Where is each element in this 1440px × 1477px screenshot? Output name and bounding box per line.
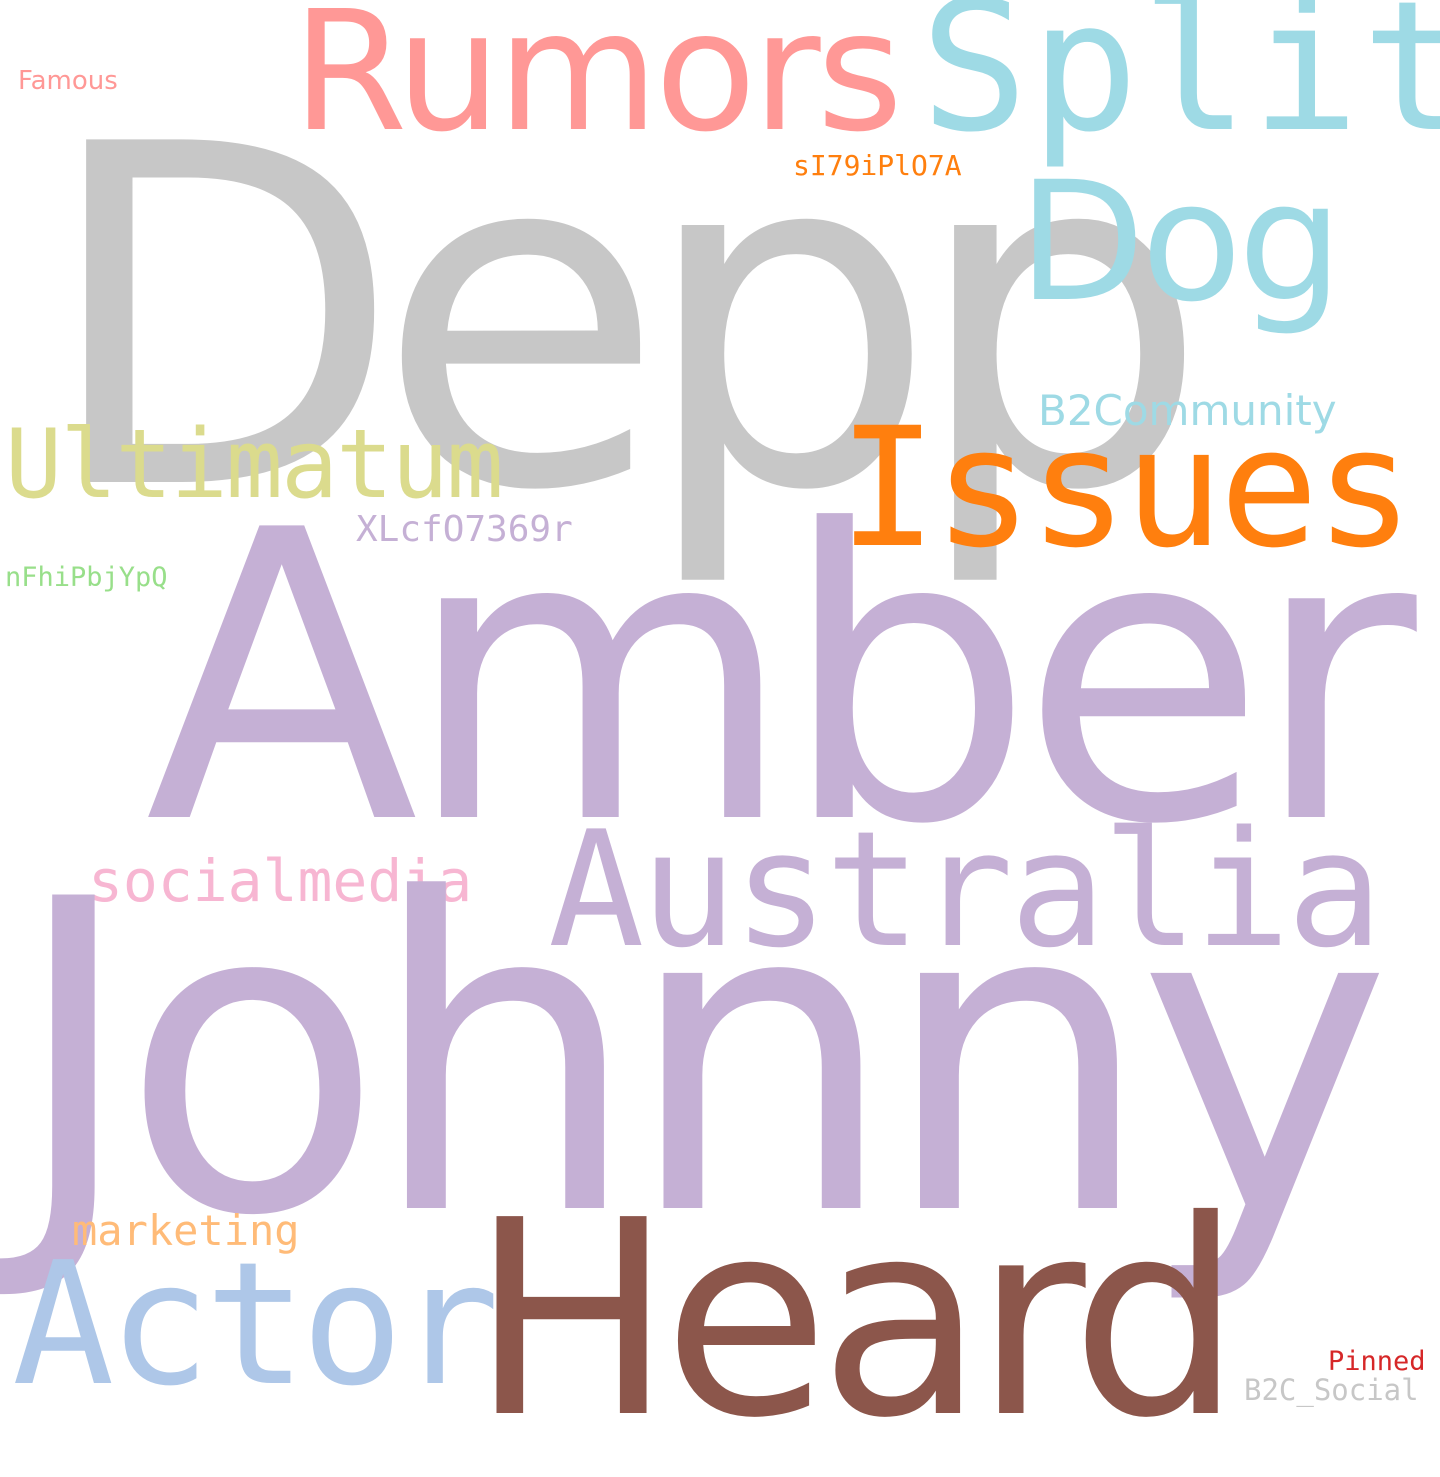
word-si79iplo7a: sI79iPlO7A	[793, 152, 962, 180]
word-actor: Actor	[12, 1240, 494, 1410]
word-cloud: Depp Rumors Split Dog Famous sI79iPlO7A …	[0, 0, 1440, 1440]
word-famous: Famous	[18, 68, 118, 94]
word-split: Split	[920, 0, 1440, 158]
word-nfhipbjypq: nFhiPbjYpQ	[5, 564, 168, 591]
word-heard: Heard	[470, 1185, 1232, 1455]
word-dog: Dog	[1018, 160, 1339, 325]
word-b2c-social: B2C_Social	[1244, 1376, 1419, 1405]
word-pinned: Pinned	[1328, 1348, 1426, 1375]
word-rumors: Rumors	[292, 0, 899, 156]
